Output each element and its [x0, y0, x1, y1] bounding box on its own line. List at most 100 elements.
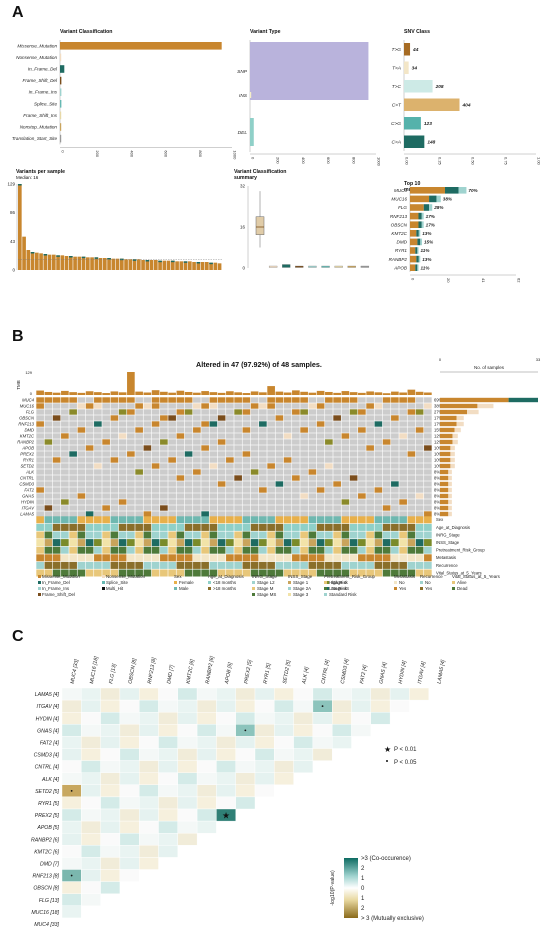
track-cell	[382, 523, 391, 531]
co-cell	[61, 833, 82, 846]
track-cell	[69, 569, 77, 577]
onco-cell	[52, 493, 61, 499]
onco-cell	[333, 469, 341, 475]
onco-cell	[333, 433, 341, 439]
vcs-box-Missense_Mutation	[255, 216, 265, 235]
legend-item-INRG_Stage-Stage L2: Stage L2	[257, 580, 275, 585]
vt-title: Variant Type	[250, 29, 281, 35]
onco-cell	[234, 415, 242, 421]
onco-cell	[382, 439, 391, 445]
track-cell	[127, 569, 135, 577]
top10-label-RYR1: RYR1	[395, 248, 408, 253]
track-cell	[374, 516, 383, 524]
track-cell	[366, 554, 374, 562]
track-cell	[127, 523, 135, 531]
track-cell	[209, 561, 218, 569]
onco-cell	[424, 415, 432, 421]
onco-cell	[308, 397, 317, 403]
onco-cell	[391, 427, 399, 433]
onco-cell	[160, 463, 168, 469]
co-scale-label-1: 2	[361, 866, 365, 872]
onco-side-bar2-RANBP2	[452, 439, 458, 445]
onco-cell	[374, 463, 383, 469]
onco-cell	[61, 505, 69, 511]
onco-cell	[36, 415, 44, 421]
track-cell	[374, 539, 383, 547]
onco-cell	[267, 439, 275, 445]
onco-cell	[250, 469, 259, 475]
track-cell	[36, 561, 44, 569]
co-cell	[216, 687, 236, 701]
co-row-MUC4 [33]: MUC4 [33]	[34, 922, 59, 928]
tmb-bar	[69, 392, 77, 395]
onco-cell	[85, 445, 94, 451]
onco-cell	[374, 487, 383, 493]
onco-cell	[69, 511, 77, 517]
track-cell	[118, 569, 127, 577]
co-cell	[61, 893, 82, 907]
onco-cell	[168, 469, 176, 475]
co-cell	[100, 808, 121, 822]
onco-cell	[77, 433, 86, 439]
vcs-box-Nonsense_Mutation	[268, 265, 278, 268]
onco-cell	[242, 445, 251, 451]
onco-cell	[217, 451, 226, 457]
track-cell	[391, 546, 399, 554]
onco-cell	[36, 469, 44, 475]
onco-gene-FLG: FLG	[26, 410, 35, 415]
vps-bar-top	[183, 261, 188, 263]
track-cell	[44, 523, 53, 531]
legend-item-INSS_Stage-Stage 4: Stage 4	[331, 580, 347, 585]
co-col-CSMD3 [4]: CSMD3 [4]	[340, 658, 350, 685]
onco-cell	[333, 511, 341, 517]
vps-bar	[77, 256, 82, 270]
snv-bar-T>C	[404, 80, 433, 93]
co-cell	[138, 712, 159, 725]
onco-cell	[201, 439, 209, 445]
legend-swatch-Vital_Status_at_5_Years-Alive	[452, 581, 455, 584]
top10-bar3-MUC4	[458, 187, 467, 194]
onco-cell	[168, 463, 176, 469]
co-row-RYR1 [5]: RYR1 [5]	[38, 801, 59, 807]
onco-cell	[118, 445, 127, 451]
legend-item-Metastasis-No: No	[399, 580, 405, 585]
onco-cell	[160, 415, 168, 421]
track-cell	[283, 539, 292, 547]
legend-swatch-INSS_Stage-Stage 3	[288, 593, 291, 596]
track-cell	[424, 539, 432, 547]
onco-pct-MUC4: 69%	[434, 398, 443, 403]
track-cell	[399, 554, 407, 562]
co-cell	[216, 772, 236, 786]
onco-cell	[349, 481, 358, 487]
co-row-CNTRL [4]: CNTRL [4]	[35, 765, 60, 771]
co-cell	[81, 772, 101, 786]
top10-label-FLG: FLG	[398, 205, 407, 210]
onco-cell	[110, 421, 119, 427]
onco-cell	[358, 409, 366, 415]
track-cell	[168, 554, 176, 562]
onco-cell	[391, 451, 399, 457]
track-cell	[424, 523, 432, 531]
onco-cell	[69, 463, 77, 469]
onco-cell	[184, 457, 193, 463]
onco-cell	[226, 505, 234, 511]
co-cell	[138, 748, 159, 761]
onco-cell	[102, 475, 110, 481]
legend-swatch-Vital_Status_at_5_Years-Dead	[452, 587, 455, 590]
tmb-bar	[160, 391, 168, 395]
onco-cell	[201, 409, 209, 415]
track-cell	[316, 561, 325, 569]
onco-cell	[349, 457, 358, 463]
onco-gene-SETD2: SETD2	[21, 464, 35, 469]
onco-cell	[176, 457, 185, 463]
vt-label-DEL: DEL	[238, 130, 248, 136]
onco-cell	[94, 427, 102, 433]
co-cell	[100, 784, 121, 798]
onco-cell	[184, 409, 193, 415]
onco-cell	[407, 403, 416, 409]
onco-cell	[374, 415, 383, 421]
onco-cell	[250, 397, 259, 403]
onco-cell	[110, 427, 119, 433]
onco-gene-RYR1: RYR1	[23, 458, 34, 463]
onco-cell	[69, 505, 77, 511]
